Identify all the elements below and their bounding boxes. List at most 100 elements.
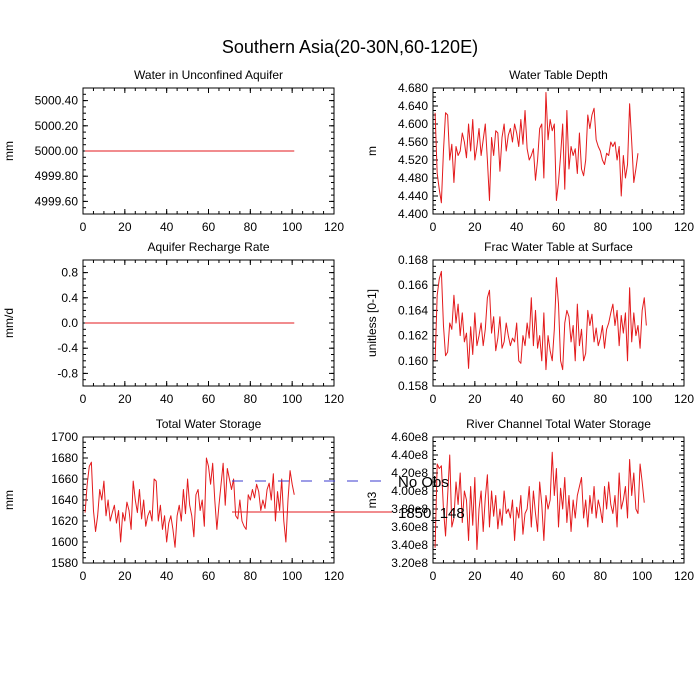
panel-1-ytick-label-1: 4.440 [398, 189, 428, 203]
panel-3-xtick-label-3: 60 [552, 392, 566, 406]
panel-5-ytick-label-4: 4.00e8 [391, 484, 428, 498]
panel-1-ytick-label-4: 4.560 [398, 135, 428, 149]
panel-4-ytick-label-5: 1680 [51, 451, 78, 465]
panel-3-ytick-label-5: 0.168 [398, 253, 428, 267]
panel-4-title: Total Water Storage [156, 417, 262, 431]
panel-0-xtick-label-6: 120 [324, 220, 344, 234]
panel-5-ytick-label-6: 4.40e8 [391, 448, 428, 462]
panel-4-xtick-label-2: 40 [160, 569, 174, 583]
panel-5-ytick-label-2: 3.60e8 [391, 520, 428, 534]
panel-5-xtick-label-5: 100 [632, 569, 652, 583]
panel-5-xtick-label-1: 20 [468, 569, 482, 583]
panel-5-ytick-label-0: 3.20e8 [391, 556, 428, 570]
panel-1-ytick-label-2: 4.480 [398, 171, 428, 185]
panel-1-xtick-label-3: 60 [552, 220, 566, 234]
panel-2: Aquifer Recharge Rate mm/d 0 20 40 60 80 100 120… [2, 240, 344, 406]
panel-1-ytick-label-6: 4.640 [398, 99, 428, 113]
panel-0-ytick-label-2: 5000.00 [35, 144, 79, 158]
panel-0-xtick-label-3: 60 [202, 220, 216, 234]
panel-5-xtick-label-6: 120 [674, 569, 694, 583]
panel-5: River Channel Total Water Storage m3 0 20 40… [365, 417, 694, 583]
panel-4-ytick-label-0: 1580 [51, 556, 78, 570]
panel-0: Water in Unconfined Aquifer mm 0 20 40 60 80 10… [2, 68, 344, 234]
panel-3-xtick-label-0: 0 [430, 392, 437, 406]
panel-4-xtick-label-4: 80 [244, 569, 258, 583]
panel-1-ytick-label-5: 4.600 [398, 117, 428, 131]
panel-3-xtick-label-4: 80 [594, 392, 608, 406]
panel-2-ylabel: mm/d [2, 308, 16, 338]
panel-1-xtick-label-1: 20 [468, 220, 482, 234]
panel-5-ytick-label-7: 4.60e8 [391, 430, 428, 444]
panel-3-ytick-label-0: 0.158 [398, 379, 428, 393]
panel-0-ylabel: mm [2, 141, 16, 161]
panel-5-xtick-label-3: 60 [552, 569, 566, 583]
panel-5-frame [432, 436, 685, 564]
panel-4-ytick-label-4: 1660 [51, 472, 78, 486]
panel-2-xtick-label-3: 60 [202, 392, 216, 406]
panel-4-ytick-label-2: 1620 [51, 514, 78, 528]
panel-4-ytick-label-3: 1640 [51, 493, 78, 507]
panel-0-xtick-label-4: 80 [244, 220, 258, 234]
panel-2-xtick-label-1: 20 [118, 392, 132, 406]
legend: No Obs 1850_148 [232, 474, 465, 522]
panel-2-xtick-label-2: 40 [160, 392, 174, 406]
panel-0-xtick-label-2: 40 [160, 220, 174, 234]
panel-4-xtick-label-0: 0 [80, 569, 87, 583]
panel-3-xtick-label-6: 120 [674, 392, 694, 406]
panel-2-xtick-label-5: 100 [282, 392, 302, 406]
panel-5-xtick-label-2: 40 [510, 569, 524, 583]
panel-0-ytick-label-0: 4999.60 [35, 194, 79, 208]
panel-5-title: River Channel Total Water Storage [466, 417, 651, 431]
panel-5-series-0 [434, 451, 645, 550]
panel-0-ytick-label-1: 4999.80 [35, 169, 79, 183]
panel-4-xtick-label-1: 20 [118, 569, 132, 583]
panel-3: Frac Water Table at Surface unitless [0-1… [365, 240, 694, 406]
panel-4-ylabel: mm [2, 490, 16, 510]
panel-4: Total Water Storage mm 0 20 40 60 80 100 120 1580… [2, 417, 344, 583]
panel-4-xtick-label-3: 60 [202, 569, 216, 583]
panel-1-xtick-label-2: 40 [510, 220, 524, 234]
panel-0-xtick-label-1: 20 [118, 220, 132, 234]
panel-3-xtick-label-5: 100 [632, 392, 652, 406]
panel-4-ytick-label-1: 1600 [51, 535, 78, 549]
panel-0-xtick-label-5: 100 [282, 220, 302, 234]
panel-1-ytick-label-7: 4.680 [398, 81, 428, 95]
panel-3-ytick-label-4: 0.166 [398, 278, 428, 292]
panel-0-ytick-label-4: 5000.40 [35, 94, 79, 108]
panel-2-ytick-label-2: 0.0 [61, 316, 78, 330]
panel-5-xtick-label-4: 80 [594, 569, 608, 583]
panel-3-ytick-label-3: 0.164 [398, 303, 428, 317]
panel-4-ytick-label-6: 1700 [51, 430, 78, 444]
panel-3-ytick-label-1: 0.160 [398, 354, 428, 368]
panel-0-ytick-label-3: 5000.20 [35, 119, 79, 133]
panel-3-series-0 [434, 270, 647, 371]
panel-2-ytick-label-4: 0.8 [61, 266, 78, 280]
panel-5-xtick-label-0: 0 [430, 569, 437, 583]
panel-5-ytick-label-1: 3.40e8 [391, 538, 428, 552]
legend-label-no-obs: No Obs [398, 474, 449, 491]
panel-1-xtick-label-6: 120 [674, 220, 694, 234]
panel-3-title: Frac Water Table at Surface [484, 240, 633, 254]
panel-1-xtick-label-0: 0 [430, 220, 437, 234]
panel-1-ytick-label-0: 4.400 [398, 207, 428, 221]
panel-1-series-0 [434, 92, 639, 204]
panel-2-xtick-label-0: 0 [80, 392, 87, 406]
panel-5-ytick-label-5: 4.20e8 [391, 466, 428, 480]
panel-2-ytick-label-3: 0.4 [61, 291, 78, 305]
panels-container: Water in Unconfined Aquifer mm 0 20 40 60 80 10… [2, 68, 694, 583]
panel-4-series-0 [84, 457, 295, 548]
legend-label-1850-148: 1850_148 [398, 505, 465, 522]
panel-2-xtick-label-4: 80 [244, 392, 258, 406]
panel-2-title: Aquifer Recharge Rate [147, 240, 269, 254]
panel-3-ylabel: unitless [0-1] [365, 289, 379, 357]
panel-2-ytick-label-1: -0.4 [57, 341, 78, 355]
panel-4-frame [82, 436, 335, 564]
panel-1-title: Water Table Depth [509, 68, 608, 82]
panel-4-xtick-label-5: 100 [282, 569, 302, 583]
panel-1-xtick-label-5: 100 [632, 220, 652, 234]
panel-1-ytick-label-3: 4.520 [398, 153, 428, 167]
panel-5-ytick-label-3: 3.80e8 [391, 502, 428, 516]
panel-3-ytick-label-2: 0.162 [398, 329, 428, 343]
panel-2-ytick-label-0: -0.8 [57, 366, 78, 380]
panel-1-ylabel: m [365, 146, 379, 156]
